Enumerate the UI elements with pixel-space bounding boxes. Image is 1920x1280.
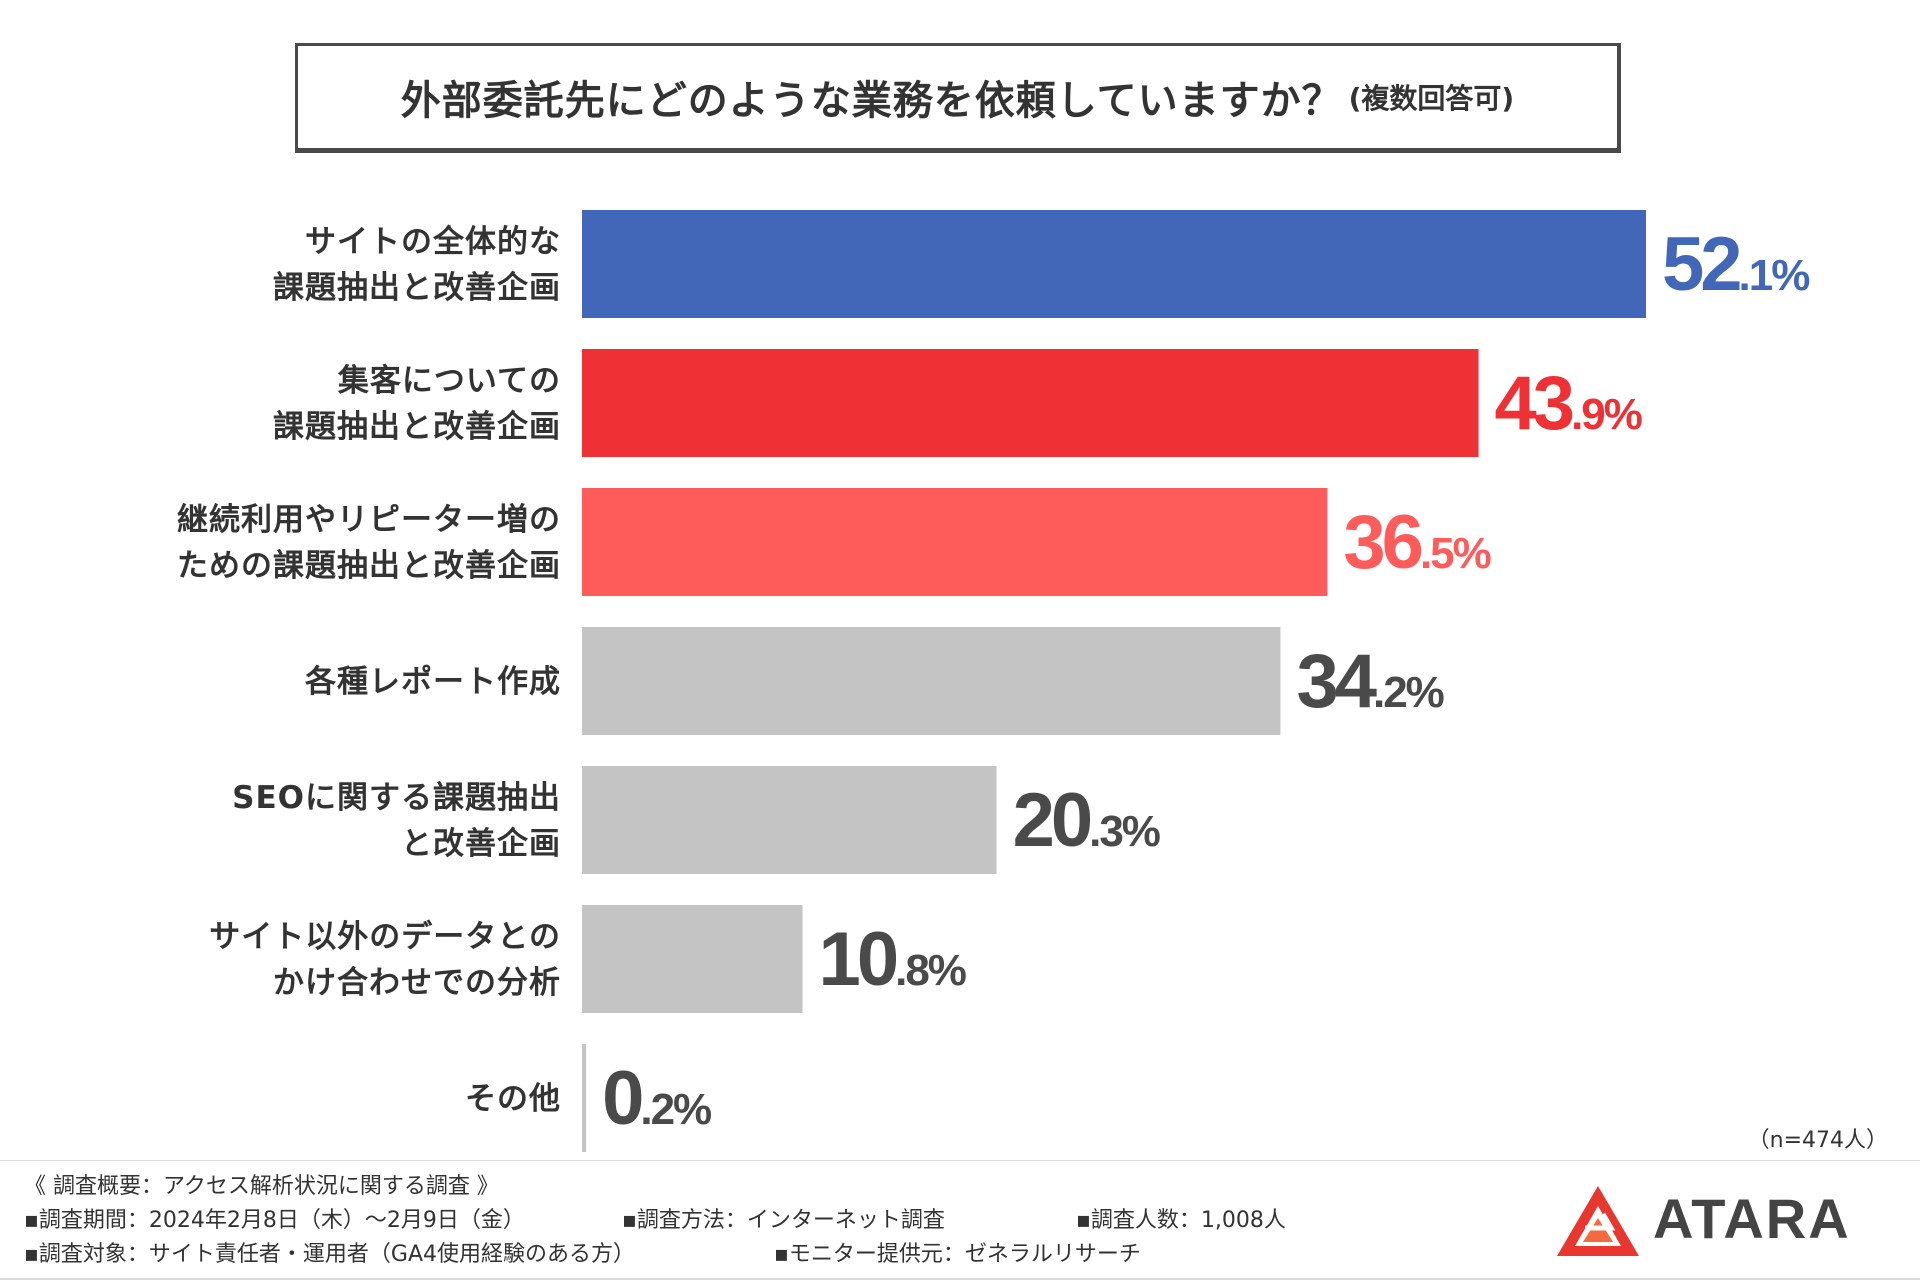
value-label-5: 20.3% bbox=[1013, 778, 1160, 863]
category-label-3-line-1: 継続利用やリピーター増の bbox=[177, 502, 561, 538]
chart-title-box: 外部委託先にどのような業務を依頼していますか？ (複数回答可) bbox=[295, 43, 1621, 153]
bar-7 bbox=[582, 1044, 587, 1152]
chart-title-sub: (複数回答可) bbox=[1348, 82, 1515, 115]
survey-target: ▪調査対象：サイト責任者・運用者（GA4使用経験のある方） bbox=[24, 1242, 636, 1267]
survey-count: ▪調査人数：1,008人 bbox=[1076, 1208, 1286, 1233]
survey-heading: 《 調査概要：アクセス解析状況に関する調査 》 bbox=[24, 1174, 499, 1199]
category-label-6-line-1: サイト以外のデータとの bbox=[209, 919, 561, 955]
chart-title: 外部委託先にどのような業務を依頼していますか？ bbox=[400, 78, 1343, 124]
value-label-4: 34.2% bbox=[1296, 639, 1443, 724]
value-label-3: 36.5% bbox=[1343, 500, 1490, 585]
category-label-2-line-2: 課題抽出と改善企画 bbox=[273, 409, 561, 445]
bar-2 bbox=[582, 349, 1479, 457]
category-label-5-line-1: SEOに関する課題抽出 bbox=[232, 780, 561, 816]
footer-divider bbox=[0, 1160, 1920, 1161]
sample-size-note: （n=474人） bbox=[1747, 1128, 1888, 1153]
value-label-1: 52.1% bbox=[1662, 222, 1809, 307]
atara-logo-text: ATARA bbox=[1653, 1187, 1851, 1250]
category-label-2-line-1: 集客についての bbox=[337, 363, 561, 399]
atara-logo: ATARA bbox=[1555, 1184, 1895, 1260]
bar-6 bbox=[582, 905, 803, 1013]
survey-provider: ▪モニター提供元：ゼネラルリサーチ bbox=[774, 1242, 1141, 1267]
value-label-6: 10.8% bbox=[819, 917, 966, 1002]
category-label-1-line-2: 課題抽出と改善企画 bbox=[273, 270, 561, 306]
category-label-3-line-2: ための課題抽出と改善企画 bbox=[177, 548, 561, 584]
bar-4 bbox=[582, 627, 1281, 735]
bar-5 bbox=[582, 766, 997, 874]
survey-period: ▪調査期間：2024年2月8日（木）〜2月9日（金） bbox=[24, 1208, 525, 1233]
survey-method: ▪調査方法：インターネット調査 bbox=[622, 1208, 945, 1233]
bar-1 bbox=[582, 210, 1646, 318]
category-label-6-line-2: かけ合わせでの分析 bbox=[273, 965, 561, 1001]
bar-3 bbox=[582, 488, 1328, 596]
atara-logo-icon bbox=[1557, 1186, 1639, 1256]
bottom-border bbox=[0, 1278, 1920, 1280]
value-label-2: 43.9% bbox=[1495, 361, 1642, 446]
category-label-4-line-1: 各種レポート作成 bbox=[304, 664, 561, 700]
value-label-7: 0.2% bbox=[602, 1056, 711, 1141]
category-label-1-line-1: サイトの全体的な bbox=[305, 224, 561, 260]
category-label-7-line-1: その他 bbox=[465, 1081, 561, 1117]
category-label-5-line-2: と改善企画 bbox=[401, 826, 561, 862]
